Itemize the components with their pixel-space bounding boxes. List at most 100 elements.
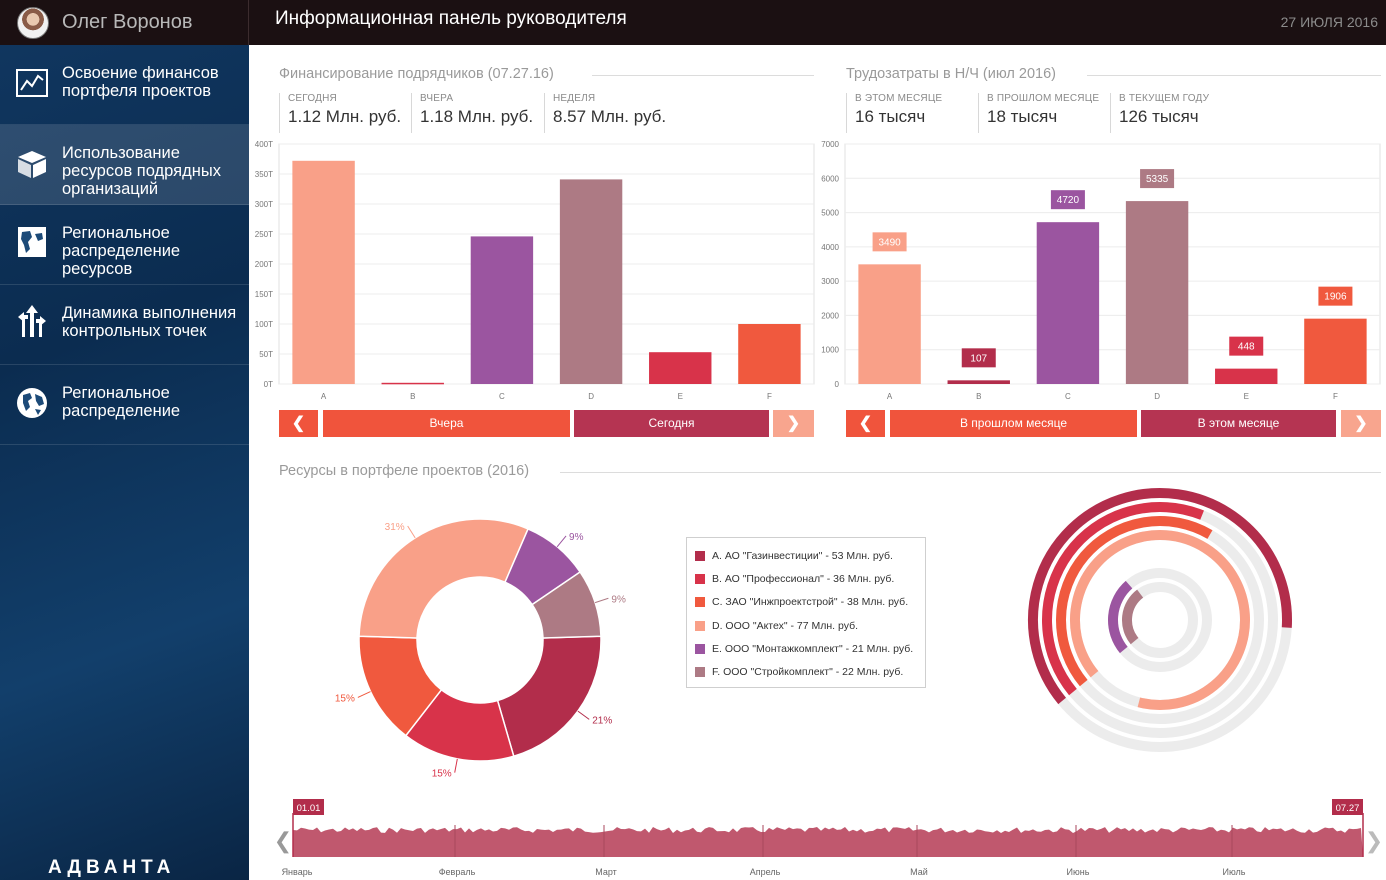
range-start-label: 01.01	[297, 803, 321, 814]
radial-bar-E[interactable]	[1108, 580, 1133, 654]
legend-label: C. ЗАО "Инжпроектстрой" - 38 Млн. руб.	[712, 596, 909, 609]
y-tick-label: 2000	[821, 311, 839, 320]
top-bar: Олег Воронов Информационная панель руков…	[0, 0, 1386, 45]
data-label: 1906	[1324, 292, 1347, 303]
stat-this-year: В ТЕКУЩЕМ ГОДУ 126 тысяч	[1110, 93, 1209, 133]
y-tick-label: 400T	[255, 140, 273, 149]
legend-item[interactable]: E. ООО "Монтажкомплект" - 21 Млн. руб.	[695, 637, 925, 660]
bar-F[interactable]	[738, 324, 801, 384]
legend-item[interactable]: B. АО "Профессионал" - 36 Млн. руб.	[695, 567, 925, 590]
data-label-badge	[1318, 286, 1353, 306]
legend-label: D. ООО "Актех" - 77 Млн. руб.	[712, 619, 859, 632]
plot-frame	[844, 143, 1381, 385]
sidebar-item-contractors[interactable]: Использование ресурсов подрядных организ…	[0, 125, 249, 205]
pie-slice-D[interactable]	[358, 518, 530, 639]
open-box-icon	[18, 151, 46, 178]
next-button[interactable]: ❯	[773, 410, 814, 437]
sidebar-item-regional-resources[interactable]: Региональное распределение ресурсов	[0, 205, 249, 285]
bar-C[interactable]	[470, 236, 534, 384]
x-tick-label: D	[588, 392, 594, 401]
range-end-label: 07.27	[1336, 803, 1360, 814]
sidebar-item-finance[interactable]: Освоение финансов портфеля проектов	[0, 45, 249, 125]
radial-bar-F[interactable]	[1122, 589, 1144, 645]
legend-item[interactable]: C. ЗАО "Инжпроектстрой" - 38 Млн. руб.	[695, 591, 925, 614]
y-tick-label: 0	[835, 380, 840, 389]
timeline-area	[293, 827, 1363, 857]
stat-label: В ТЕКУЩЕМ ГОДУ	[1119, 93, 1210, 104]
stat-value: 8.57 Млн. руб.	[553, 107, 667, 126]
bar-F[interactable]	[1304, 318, 1367, 384]
prev-button[interactable]: ❮	[279, 410, 318, 437]
range-start-badge[interactable]	[293, 799, 324, 815]
stat-value: 126 тысяч	[1119, 107, 1199, 126]
divider	[560, 472, 1381, 473]
last-month-button[interactable]: В прошлом месяце	[890, 410, 1137, 437]
sidebar-item-milestones[interactable]: Динамика выполнения контрольных точек	[0, 285, 249, 365]
legend-label: E. ООО "Монтажкомплект" - 21 Млн. руб.	[712, 642, 914, 655]
stat-yesterday: ВЧЕРА 1.18 Млн. руб.	[411, 93, 533, 133]
y-tick-label: 1000	[821, 346, 839, 355]
data-label: 448	[1238, 342, 1255, 353]
legend-swatch	[695, 643, 705, 654]
divider	[592, 75, 814, 76]
bar-C[interactable]	[1036, 222, 1100, 384]
sidebar-item-regional[interactable]: Региональное распределение	[0, 365, 249, 445]
y-tick-label: 50T	[259, 350, 273, 359]
legend-swatch	[695, 667, 705, 678]
radial-bar-A[interactable]	[1028, 488, 1292, 705]
bar-E[interactable]	[649, 352, 712, 384]
divider	[1087, 75, 1381, 76]
bar-B[interactable]	[381, 382, 444, 385]
y-tick-label: 100T	[255, 320, 273, 329]
radial-bar-B[interactable]	[1042, 502, 1204, 696]
labor-bar-chart: 0 1000 2000 3000 4000 5000 6000 7000 A 3490 B 107 C 4…	[821, 140, 1381, 401]
prev-button[interactable]: ❮	[846, 410, 885, 437]
bar-A[interactable]	[858, 264, 921, 384]
funding-title: Финансирование подрядчиков (07.27.16)	[279, 66, 554, 82]
avatar[interactable]	[17, 6, 49, 39]
bar-D[interactable]	[559, 179, 623, 384]
stat-value: 1.18 Млн. руб.	[420, 107, 534, 126]
bar-B[interactable]	[947, 380, 1010, 384]
x-tick-label: A	[321, 392, 327, 401]
y-tick-label: 150T	[255, 290, 273, 299]
next-button[interactable]: ❯	[1341, 410, 1381, 437]
pie-slice-A[interactable]	[496, 635, 602, 758]
pie-label: 31%	[385, 522, 405, 533]
stat-last-month: В ПРОШЛОМ МЕСЯЦЕ 18 тысяч	[978, 93, 1099, 133]
legend-label: B. АО "Профессионал" - 36 Млн. руб.	[712, 572, 895, 585]
range-end-badge[interactable]	[1332, 799, 1363, 815]
this-month-button[interactable]: В этом месяце	[1141, 410, 1336, 437]
data-label: 107	[970, 353, 987, 364]
bar-A[interactable]	[292, 160, 355, 384]
x-tick-label: E	[1244, 392, 1249, 401]
stat-this-month: В ЭТОМ МЕСЯЦЕ 16 тысяч	[846, 93, 942, 133]
yesterday-button[interactable]: Вчера	[323, 410, 570, 437]
legend-item[interactable]: A. АО "Газинвестиции" - 53 Млн. руб.	[695, 544, 925, 567]
legend-item[interactable]: F. ООО "Стройкомплект" - 22 Млн. руб.	[695, 660, 925, 683]
portfolio-title: Ресурсы в портфеле проектов (2016)	[279, 463, 530, 479]
timeline-next-icon[interactable]: ❯	[1365, 828, 1382, 854]
timeline-prev-icon[interactable]: ❮	[274, 828, 292, 854]
today-button[interactable]: Сегодня	[574, 410, 769, 437]
bar-D[interactable]	[1125, 201, 1189, 384]
pie-label: 15%	[432, 769, 452, 780]
line-chart-icon	[16, 69, 48, 97]
data-label-badge	[1229, 336, 1264, 356]
user-panel[interactable]: Олег Воронов	[0, 0, 248, 45]
user-name[interactable]: Олег Воронов	[62, 11, 193, 33]
x-tick-label: B	[976, 392, 981, 401]
timeline-range-selector[interactable]: Январь Февраль Март Апрель Май Июнь Июль 01.01 0…	[270, 795, 1382, 880]
y-tick-label: 0T	[264, 380, 273, 389]
sidebar-item-label: Динамика выполнения контрольных точек	[62, 304, 237, 340]
data-label-badge	[1140, 169, 1175, 189]
legend-item[interactable]: D. ООО "Актех" - 77 Млн. руб.	[695, 614, 925, 637]
radial-bar-C[interactable]	[1056, 516, 1213, 687]
labor-title: Трудозатраты в Н/Ч (июл 2016)	[846, 66, 1056, 82]
stat-label: НЕДЕЛЯ	[553, 93, 596, 104]
pie-label: 21%	[592, 715, 612, 726]
radial-bar-D[interactable]	[1070, 530, 1250, 710]
x-tick-label: F	[767, 392, 772, 401]
pie-slice-F[interactable]	[531, 570, 602, 639]
bar-E[interactable]	[1215, 368, 1278, 384]
